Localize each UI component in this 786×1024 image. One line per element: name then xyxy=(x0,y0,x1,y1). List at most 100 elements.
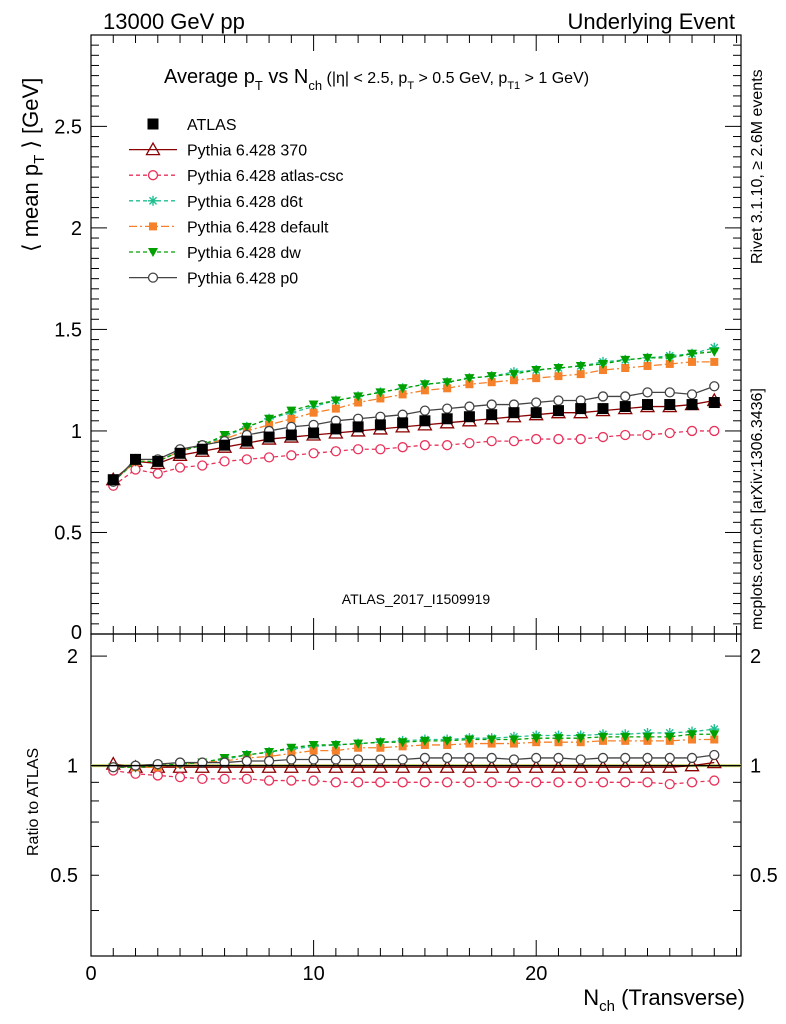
main-point-atlas xyxy=(330,423,342,435)
ratio-point-pythia-6-428-p0 xyxy=(174,757,186,768)
main-point-pythia-6-428-p0 xyxy=(620,391,631,402)
main-point-pythia-6-428-dw xyxy=(575,361,586,371)
ratio-point-pythia-6-428-370 xyxy=(706,754,722,769)
header-right: Underlying Event xyxy=(567,9,735,34)
ratio-point-pythia-6-428-370 xyxy=(639,759,656,773)
ratio-point-pythia-6-428-p0 xyxy=(709,749,720,761)
ratio-point-pythia-6-428-default xyxy=(376,743,385,752)
main-point-pythia-6-428-default xyxy=(665,359,674,368)
main-point-pythia-6-428-default xyxy=(309,408,318,417)
main-point-pythia-6-428-atlas-csc xyxy=(241,454,252,465)
main-point-pythia-6-428-default xyxy=(487,378,496,387)
main-point-atlas xyxy=(152,455,164,467)
main-point-pythia-6-428-atlas-csc xyxy=(709,425,720,437)
title-average: Average p xyxy=(164,66,255,88)
title-cuts-a: (|η| < 2.5, p xyxy=(322,70,407,87)
ratio-point-pythia-6-428-atlas-csc xyxy=(219,773,230,785)
y-tick-label-ratio-right: 1 xyxy=(750,756,761,778)
ratio-point-pythia-6-428-p0 xyxy=(108,762,119,773)
main-point-pythia-6-428-atlas-csc xyxy=(419,440,431,451)
main-point-pythia-6-428-default xyxy=(576,370,585,379)
x-tick-label: 10 xyxy=(302,963,324,985)
main-point-pythia-6-428-dw xyxy=(464,374,475,384)
main-point-atlas xyxy=(486,409,498,421)
ylabel-sub: T xyxy=(31,155,48,164)
main-point-atlas xyxy=(508,407,520,419)
ratio-point-pythia-6-428-dw xyxy=(575,734,586,744)
main-point-pythia-6-428-dw xyxy=(375,388,386,398)
ratio-point-pythia-6-428-atlas-csc xyxy=(174,771,186,783)
ratio-point-pythia-6-428-dw xyxy=(308,740,319,750)
main-point-pythia-6-428-dw xyxy=(241,422,252,432)
ratio-point-pythia-6-428-dw xyxy=(687,730,698,740)
legend-marker-pythia-6-428-dw xyxy=(148,248,158,257)
ratio-point-pythia-6-428-dw xyxy=(241,750,252,760)
ratio-line-pythia-6-428-370 xyxy=(113,761,715,768)
ratio-point-pythia-6-428-p0 xyxy=(375,754,386,765)
main-point-pythia-6-428-atlas-csc xyxy=(575,433,586,445)
ratio-point-pythia-6-428-370 xyxy=(350,759,366,773)
ratio-point-pythia-6-428-atlas-csc xyxy=(486,777,497,788)
ratio-point-pythia-6-428-p0 xyxy=(442,752,453,764)
side-rivet: Rivet 3.1.10, ≥ 2.6M events xyxy=(749,69,766,264)
ratio-point-pythia-6-428-p0 xyxy=(352,754,364,765)
ratio-point-pythia-6-428-atlas-csc xyxy=(352,777,364,788)
main-point-pythia-6-428-dw xyxy=(531,366,542,376)
ratio-point-pythia-6-428-dw xyxy=(531,734,542,744)
main-point-pythia-6-428-p0 xyxy=(709,381,720,392)
main-point-atlas xyxy=(619,401,631,413)
main-point-atlas xyxy=(575,403,587,415)
main-point-pythia-6-428-p0 xyxy=(553,395,564,406)
y-tick-label-ratio-right: 2 xyxy=(750,646,761,668)
main-point-pythia-6-428-default xyxy=(287,414,296,423)
legend-marker-pythia-6-428-p0 xyxy=(147,272,159,283)
main-point-pythia-6-428-atlas-csc xyxy=(531,433,542,445)
main-point-atlas xyxy=(552,405,564,417)
ratio-point-pythia-6-428-dw xyxy=(353,739,364,749)
xlabel-post: (Transverse) xyxy=(615,985,745,1010)
main-point-pythia-6-428-dw xyxy=(397,384,408,394)
main-point-atlas xyxy=(196,443,208,455)
main-point-pythia-6-428-default xyxy=(688,357,697,366)
ratio-point-pythia-6-428-dw xyxy=(442,736,453,746)
main-point-atlas xyxy=(441,413,453,425)
main-series xyxy=(105,342,722,491)
legend-label-pythia-6-428-d6t: Pythia 6.428 d6t xyxy=(187,194,303,211)
ratio-point-pythia-6-428-dw xyxy=(709,730,720,740)
ratio-point-pythia-6-428-dw xyxy=(375,738,386,748)
header-left: 13000 GeV pp xyxy=(103,9,245,34)
ratio-point-pythia-6-428-p0 xyxy=(642,752,653,764)
legend-marker-pythia-6-428-370 xyxy=(145,141,161,156)
ratio-point-pythia-6-428-p0 xyxy=(308,754,319,765)
main-point-atlas xyxy=(130,453,142,465)
main-point-atlas xyxy=(263,431,275,443)
ratio-point-pythia-6-428-dw xyxy=(620,732,631,742)
ratio-point-pythia-6-428-default xyxy=(309,746,318,755)
ratio-point-pythia-6-428-default xyxy=(710,735,719,744)
ratio-point-pythia-6-428-p0 xyxy=(263,755,275,767)
y-tick-label-main: 1.5 xyxy=(54,319,82,341)
main-point-pythia-6-428-default xyxy=(643,361,652,370)
main-point-pythia-6-428-dw xyxy=(620,355,631,365)
legend-marker-pythia-6-428-default xyxy=(149,222,157,231)
main-point-pythia-6-428-atlas-csc xyxy=(464,437,475,449)
ratio-point-pythia-6-428-atlas-csc xyxy=(263,775,275,786)
main-point-pythia-6-428-atlas-csc xyxy=(352,444,364,455)
main-point-pythia-6-428-p0 xyxy=(442,403,453,414)
main-point-pythia-6-428-default xyxy=(331,404,340,413)
ratio-point-pythia-6-428-atlas-csc xyxy=(709,775,720,786)
ratio-point-pythia-6-428-default xyxy=(287,749,296,758)
legend-label-pythia-6-428-370: Pythia 6.428 370 xyxy=(187,143,307,160)
ratio-point-pythia-6-428-370 xyxy=(439,759,455,773)
ratio-point-pythia-6-428-atlas-csc xyxy=(152,770,163,781)
ratio-point-pythia-6-428-p0 xyxy=(152,758,163,770)
analysis-watermark: ATLAS_2017_I1509919 xyxy=(342,591,491,607)
ratio-point-pythia-6-428-p0 xyxy=(219,757,230,768)
ratio-point-pythia-6-428-370 xyxy=(550,759,567,773)
main-point-pythia-6-428-p0 xyxy=(464,401,475,412)
main-point-pythia-6-428-atlas-csc xyxy=(174,462,186,473)
ratio-point-pythia-6-428-dw xyxy=(464,735,475,745)
main-point-pythia-6-428-dw xyxy=(219,431,230,441)
y-tick-label-main: 2.5 xyxy=(54,116,82,138)
